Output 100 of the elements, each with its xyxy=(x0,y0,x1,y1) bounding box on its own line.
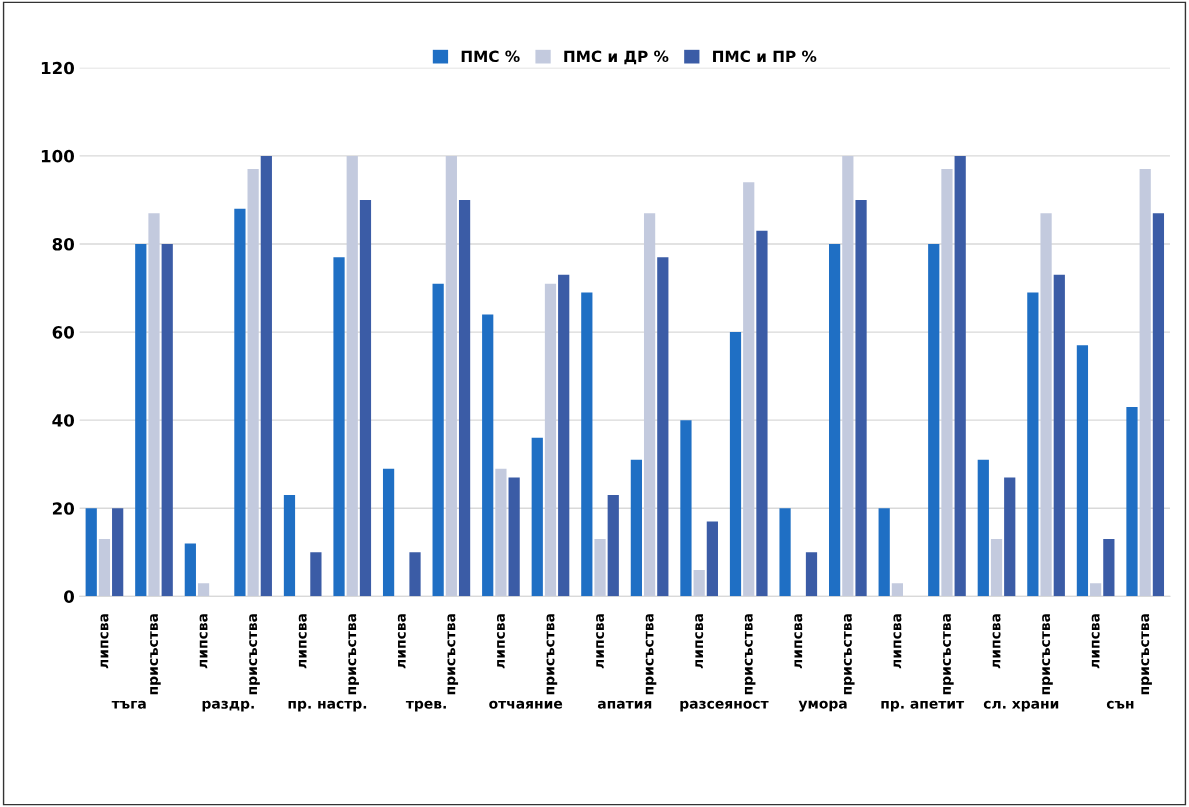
bar xyxy=(630,459,642,597)
bar xyxy=(941,169,953,597)
bar xyxy=(184,543,196,597)
text: тъга xyxy=(111,700,146,709)
x-tick-label: липсва xyxy=(199,614,208,669)
bar xyxy=(409,552,421,597)
x-tick-label: присъства xyxy=(1141,614,1152,695)
bar xyxy=(977,459,989,597)
text: раздр. xyxy=(202,700,254,712)
bar xyxy=(495,468,507,597)
x-tick-label: присъства xyxy=(943,614,954,695)
bar xyxy=(544,283,557,597)
bar xyxy=(693,569,705,597)
bar xyxy=(333,257,345,597)
bar xyxy=(359,199,372,597)
bar xyxy=(743,182,755,597)
bar xyxy=(756,230,768,597)
bar xyxy=(234,208,246,597)
text: сън xyxy=(1106,700,1134,709)
bar xyxy=(382,468,395,597)
bar xyxy=(558,274,570,597)
x-tick-label: присъства xyxy=(744,614,756,695)
x-tick-label: присъства xyxy=(249,614,260,695)
x-tick-label: липсва xyxy=(893,614,902,669)
bar xyxy=(1103,539,1115,597)
bar xyxy=(805,552,818,597)
y-tick-label: 100 xyxy=(41,149,75,163)
x-tick-label: липсва xyxy=(100,614,109,669)
legend-label: ПМС и ДР % xyxy=(564,50,669,65)
bar xyxy=(148,213,160,597)
x-tick-label: присъства xyxy=(645,614,657,695)
y-tick-label: 60 xyxy=(52,326,75,339)
bar xyxy=(197,583,210,597)
x-tick-label: липсва xyxy=(496,614,505,669)
x-tick-label: присъства xyxy=(546,614,558,695)
x-tick-label: присъства xyxy=(348,614,359,695)
text: апатия xyxy=(597,700,652,709)
x-tick-label: присъства xyxy=(150,614,161,695)
x-tick-label: присъства xyxy=(1042,614,1053,695)
x-tick-label: липсва xyxy=(992,614,1001,669)
x-tick-label: липсва xyxy=(298,614,307,669)
text: пр. настр. xyxy=(288,700,367,712)
x-tick-label: липсва xyxy=(397,614,406,669)
bar xyxy=(260,155,272,597)
x-tick-label: присъства xyxy=(843,614,855,695)
bar xyxy=(247,169,259,597)
bar xyxy=(878,508,890,597)
bar xyxy=(1027,292,1039,597)
y-tick-label: 20 xyxy=(52,502,75,515)
text: разсеяност xyxy=(680,700,769,712)
bar xyxy=(855,199,867,597)
bar xyxy=(594,539,606,597)
y-tick-label: 40 xyxy=(52,414,75,427)
bar xyxy=(680,420,692,597)
bar xyxy=(482,314,494,597)
legend-label: ПМС и ПР % xyxy=(713,50,817,63)
y-tick-label: 80 xyxy=(52,237,75,251)
bar xyxy=(779,508,791,597)
bar xyxy=(1139,169,1151,597)
bar xyxy=(531,437,543,597)
x-tick-label: липсва xyxy=(596,614,605,669)
text: пр. апетит xyxy=(881,700,965,712)
bar xyxy=(346,155,358,597)
bar xyxy=(1040,213,1052,597)
bar xyxy=(432,283,444,597)
bar xyxy=(283,495,296,597)
bar xyxy=(706,521,718,597)
bar xyxy=(1053,274,1065,597)
bar xyxy=(607,495,619,597)
bar xyxy=(842,155,854,597)
bar xyxy=(85,508,97,597)
bar xyxy=(891,583,904,597)
bar xyxy=(1076,345,1089,597)
bar xyxy=(643,213,656,597)
bar xyxy=(161,243,173,597)
bar xyxy=(1090,583,1102,597)
bar xyxy=(829,243,841,597)
bar xyxy=(445,155,457,597)
bar xyxy=(1152,213,1165,597)
bar xyxy=(729,332,742,597)
bar xyxy=(135,243,147,597)
bar xyxy=(1126,406,1138,597)
bar xyxy=(458,199,471,597)
x-tick-label: присъства xyxy=(447,614,459,695)
text: умора xyxy=(798,700,847,712)
bar xyxy=(581,292,593,597)
bar xyxy=(1004,477,1016,597)
text: отчаяние xyxy=(489,700,563,709)
legend-label: ПМС % xyxy=(461,50,520,63)
text: сл. храни xyxy=(983,700,1059,712)
bar xyxy=(508,477,520,597)
x-tick-label: липсва xyxy=(1091,614,1100,669)
bar xyxy=(657,257,669,597)
y-tick-label: 120 xyxy=(41,61,75,75)
bar xyxy=(990,539,1003,597)
text: трев. xyxy=(405,700,446,712)
bar xyxy=(954,155,966,597)
bar xyxy=(112,508,124,597)
bar xyxy=(310,552,322,597)
y-tick-label: 0 xyxy=(64,590,75,603)
